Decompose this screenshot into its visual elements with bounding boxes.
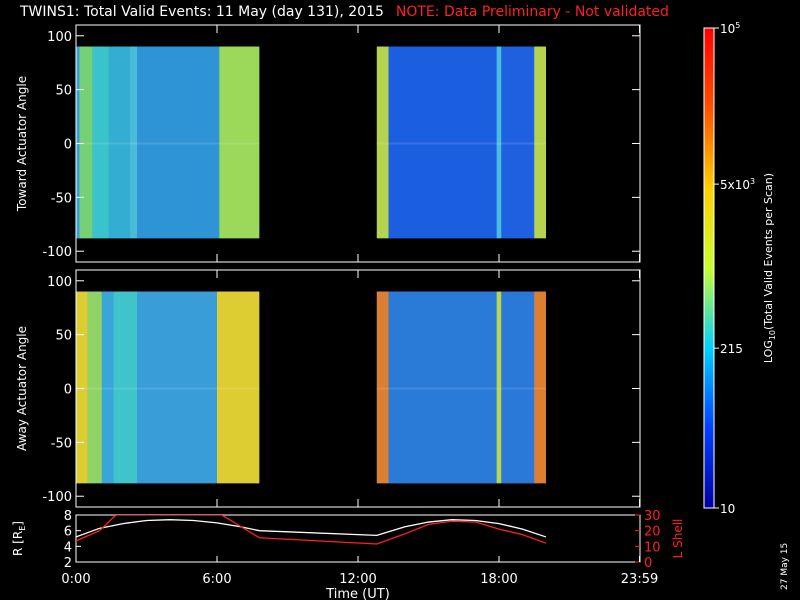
left-tick-label: 8 — [64, 509, 72, 524]
heatmap-stripe — [101, 291, 114, 484]
colorbar-tick-label: 105 — [720, 21, 740, 36]
heatmap-stripe — [501, 291, 535, 484]
x-tick-label: 6:00 — [202, 572, 231, 587]
heatmap-stripe — [534, 46, 546, 239]
y-tick-label: 100 — [47, 275, 72, 290]
heatmap-stripe — [496, 291, 502, 484]
right-tick-label: 10 — [644, 540, 661, 555]
heatmap-stripe — [108, 46, 131, 239]
heatmap-stripe — [217, 291, 260, 484]
heatmap-stripe — [376, 46, 389, 239]
x-tick-label: 0:00 — [61, 572, 90, 587]
colorbar-tick-sup: 3 — [750, 177, 755, 186]
y-tick-label: -100 — [42, 245, 72, 260]
y-tick-label: -100 — [42, 490, 72, 505]
heatmap-stripe — [388, 46, 497, 239]
preliminary-note: NOTE: Data Preliminary - Not validated — [395, 4, 669, 20]
heatmap-stripe — [388, 291, 497, 484]
y-tick-label: 0 — [64, 383, 72, 398]
heatmap-stripe — [496, 46, 502, 239]
heatmap-stripe — [92, 46, 109, 239]
radius-line — [76, 519, 547, 538]
chart-title: TWINS1: Total Valid Events: 11 May (day … — [20, 4, 669, 20]
right-tick-label: 30 — [644, 509, 661, 524]
right-axis-label: L Shell — [671, 519, 685, 559]
colorbar-label: LOG10(Total Valid Events per Scan) — [762, 173, 777, 363]
panel-frame — [75, 514, 641, 563]
colorbar-tick-label: 215 — [720, 342, 743, 356]
heatmap-stripe — [137, 46, 220, 239]
right-tick-label: 0 — [644, 556, 652, 571]
y-axis-label: Away Actuator Angle — [15, 326, 29, 451]
y-tick-label: -50 — [51, 191, 72, 206]
heatmap-stripe — [130, 46, 138, 239]
x-tick-label: 23:59 — [621, 572, 658, 587]
y-tick-label: 50 — [55, 329, 72, 344]
left-axis-label-end: ] — [11, 521, 25, 526]
colorbar-tick-label: 5x103 — [720, 177, 755, 192]
y-tick-label: 50 — [55, 84, 72, 99]
heatmap-zero-band — [76, 142, 260, 145]
heatmap-stripe — [113, 291, 138, 484]
left-axis-label-sub: E — [18, 526, 27, 531]
y-tick-label: 0 — [64, 138, 72, 153]
title-text: TWINS1: Total Valid Events: 11 May (day … — [20, 4, 384, 20]
heatmap-stripe — [76, 291, 88, 484]
heatmap-stripe — [79, 46, 93, 239]
colorbar-gradient — [703, 27, 715, 509]
colorbar-label-rest: (Total Valid Events per Scan) — [762, 173, 775, 330]
colorbar-tick-sup: 5 — [735, 21, 740, 30]
away-panel: 100 50 0 -50 -100 Away Actuator Angle — [15, 269, 641, 508]
left-tick-label: 2 — [64, 556, 72, 571]
y-tick-label: -50 — [51, 436, 72, 451]
heatmap-stripe — [501, 46, 535, 239]
left-tick-label: 4 — [64, 540, 72, 555]
colorbar-label-sub: 10 — [768, 330, 777, 340]
x-axis-label: Time (UT) — [325, 587, 390, 600]
toward-panel: 100 50 0 -50 -100 Toward Actuator Angle — [15, 24, 641, 263]
heatmap-stripe — [376, 291, 389, 484]
heatmap-stripe — [87, 291, 102, 484]
heatmap-stripe — [76, 46, 80, 239]
heatmap-stripe — [219, 46, 260, 239]
colorbar-tick-label: 10 — [720, 502, 735, 516]
x-tick-label: 12:00 — [339, 572, 376, 587]
right-tick-label: 20 — [644, 525, 661, 540]
heatmap-stripe — [137, 291, 217, 484]
left-axis-label: R [RE] — [11, 521, 27, 556]
date-stamp: 27 May 15 — [780, 542, 790, 590]
heatmap-zero-band — [376, 387, 546, 390]
left-tick-label: 6 — [64, 525, 72, 540]
heatmap-zero-band — [76, 387, 260, 390]
x-tick-label: 18:00 — [480, 572, 517, 587]
lshell-line — [76, 515, 547, 545]
heatmap-stripe — [534, 291, 546, 484]
y-axis-label: Toward Actuator Angle — [15, 76, 29, 212]
heatmap-zero-band — [376, 142, 546, 145]
y-tick-label: 100 — [47, 30, 72, 45]
